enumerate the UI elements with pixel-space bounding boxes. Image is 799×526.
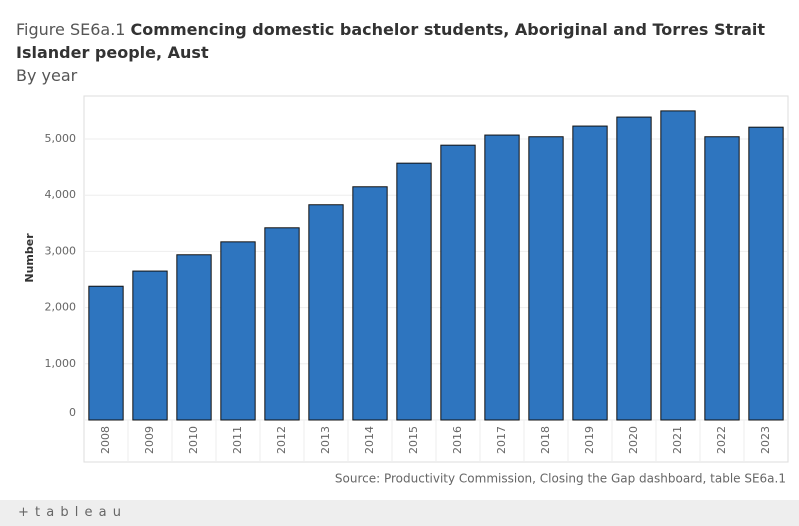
- bar: [88, 285, 124, 421]
- x-tick-label: 2010: [187, 426, 200, 454]
- x-tick-label: 2020: [627, 426, 640, 454]
- x-tick-label: 2016: [451, 426, 464, 454]
- x-tick-label: 2021: [671, 426, 684, 454]
- y-tick-label: 4,000: [45, 188, 77, 201]
- bar: [528, 136, 564, 421]
- bar: [484, 134, 520, 421]
- bar: [308, 204, 344, 421]
- bar: [572, 125, 608, 421]
- bar: [748, 126, 784, 421]
- bar: [220, 241, 256, 421]
- y-tick-label: 3,000: [45, 244, 77, 257]
- x-tick-label: 2015: [407, 426, 420, 454]
- bar: [176, 254, 212, 421]
- bar: [396, 162, 432, 421]
- x-tick-label: 2023: [759, 426, 772, 454]
- x-tick-label: 2012: [275, 426, 288, 454]
- bar: [704, 136, 740, 421]
- bar: [264, 227, 300, 421]
- chart: Number Source: Productivity Commission, …: [23, 95, 789, 486]
- y-axis-label: Number: [23, 233, 36, 283]
- x-tick-label: 2019: [583, 426, 596, 454]
- figure-label: Figure SE6a.1: [16, 20, 126, 39]
- y-tick-label: 0: [69, 406, 76, 419]
- x-tick-label: 2013: [319, 426, 332, 454]
- x-tick-label: 2014: [363, 426, 376, 454]
- x-tick-label: 2018: [539, 426, 552, 454]
- footer-logo: + t a b l e a u: [0, 500, 799, 526]
- bar: [352, 186, 388, 421]
- x-tick-label: 2017: [495, 426, 508, 454]
- y-tick-label: 5,000: [45, 132, 77, 145]
- header: Figure SE6a.1 Commencing domestic bachel…: [16, 18, 786, 87]
- bar: [616, 116, 652, 421]
- y-tick-label: 1,000: [45, 357, 77, 370]
- bar: [660, 110, 696, 421]
- x-tick-label: 2011: [231, 426, 244, 454]
- source: Source: Productivity Commission, Closing…: [335, 472, 786, 486]
- x-tick-label: 2009: [143, 426, 156, 454]
- x-tick-label: 2008: [99, 426, 112, 454]
- x-tick-label: 2022: [715, 426, 728, 454]
- y-tick-label: 2,000: [45, 301, 77, 314]
- bar: [440, 144, 476, 421]
- bar: [132, 270, 168, 421]
- chart-title: Commencing domestic bachelor students, A…: [16, 20, 766, 62]
- chart-subtitle: By year: [16, 66, 78, 85]
